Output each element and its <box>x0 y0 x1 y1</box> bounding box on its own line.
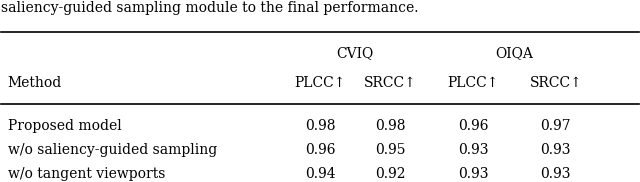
Text: 0.93: 0.93 <box>541 167 571 181</box>
Text: 0.92: 0.92 <box>375 167 405 181</box>
Text: saliency-guided sampling module to the final performance.: saliency-guided sampling module to the f… <box>1 1 419 15</box>
Text: 0.94: 0.94 <box>305 167 335 181</box>
Text: 0.97: 0.97 <box>540 119 571 133</box>
Text: SRCC↑: SRCC↑ <box>364 76 417 90</box>
Text: 0.93: 0.93 <box>541 143 571 157</box>
Text: PLCC↑: PLCC↑ <box>447 76 499 90</box>
Text: 0.93: 0.93 <box>458 143 488 157</box>
Text: 0.96: 0.96 <box>305 143 335 157</box>
Text: 0.93: 0.93 <box>458 167 488 181</box>
Text: PLCC↑: PLCC↑ <box>294 76 346 90</box>
Text: Proposed model: Proposed model <box>8 119 122 133</box>
Text: 0.95: 0.95 <box>375 143 405 157</box>
Text: w/o saliency-guided sampling: w/o saliency-guided sampling <box>8 143 217 157</box>
Text: CVIQ: CVIQ <box>337 46 374 60</box>
Text: SRCC↑: SRCC↑ <box>529 76 582 90</box>
Text: 0.98: 0.98 <box>305 119 335 133</box>
Text: Method: Method <box>8 76 62 90</box>
Text: w/o tangent viewports: w/o tangent viewports <box>8 167 165 181</box>
Text: 0.96: 0.96 <box>458 119 488 133</box>
Text: 0.98: 0.98 <box>375 119 405 133</box>
Text: OIQA: OIQA <box>495 46 533 60</box>
